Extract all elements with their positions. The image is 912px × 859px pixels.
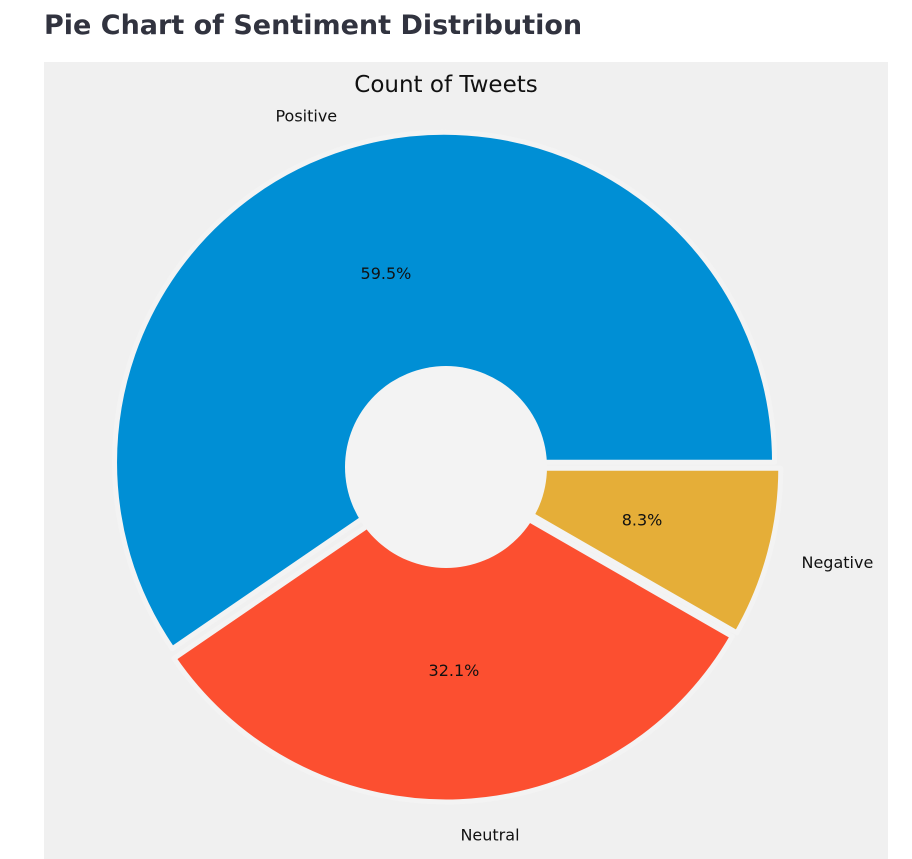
chart-title: Count of Tweets: [354, 72, 537, 98]
slice-percent-negative: 8.3%: [622, 510, 663, 529]
slice-label-neutral: Neutral: [460, 826, 519, 845]
pie-slice-neutral: [171, 469, 735, 805]
slice-label-negative: Negative: [801, 553, 873, 572]
slice-label-positive: Positive: [275, 107, 337, 126]
pie-chart: Count of Tweets Positive 59.5% Neutral 32.1…: [112, 72, 873, 845]
chart-figure: Count of Tweets Positive 59.5% Neutral 32.1…: [44, 62, 888, 859]
slice-percent-neutral: 32.1%: [429, 661, 480, 680]
donut-hole: [345, 366, 547, 568]
page-title: Pie Chart of Sentiment Distribution: [44, 10, 583, 41]
pie-labels: Positive 59.5% Neutral 32.1% Negative 8.3%: [275, 107, 873, 845]
slice-percent-positive: 59.5%: [361, 264, 412, 283]
